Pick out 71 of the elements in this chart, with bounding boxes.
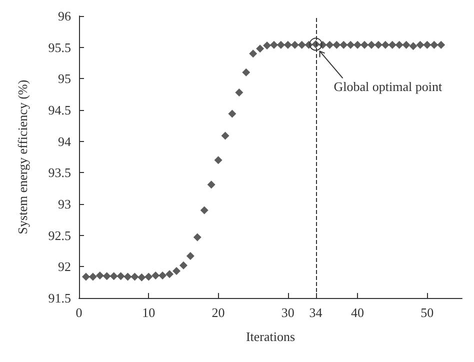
y-tick-label: 92	[58, 259, 71, 274]
y-tick-label: 95	[58, 71, 71, 86]
point	[179, 261, 188, 270]
point	[354, 40, 362, 49]
point	[263, 41, 272, 50]
point	[270, 40, 278, 49]
point	[249, 50, 258, 58]
x-tick-label: 34	[309, 305, 323, 320]
y-tick-label: 92.5	[48, 228, 71, 243]
point	[416, 40, 424, 49]
x-tick-label: 10	[142, 305, 156, 320]
point	[290, 40, 299, 49]
point	[200, 206, 208, 214]
point	[82, 272, 90, 281]
x-tick-label: 20	[212, 305, 225, 320]
point	[235, 88, 244, 96]
x-tick-label: 40	[351, 305, 364, 320]
point	[116, 272, 125, 280]
point	[367, 40, 376, 49]
y-tick-label: 96	[58, 8, 72, 24]
point	[96, 271, 104, 280]
point	[346, 40, 355, 49]
x-tick-label: 0	[76, 305, 82, 320]
point	[284, 40, 292, 49]
point	[276, 40, 285, 49]
point	[144, 272, 153, 281]
point	[102, 272, 111, 280]
point	[430, 40, 438, 49]
point	[130, 272, 139, 281]
point	[152, 271, 160, 280]
point	[124, 272, 132, 281]
point	[242, 68, 250, 76]
y-tick-label: 95.5	[48, 40, 71, 55]
y-tick-label: 93	[58, 196, 71, 212]
point	[110, 272, 118, 280]
point	[186, 252, 194, 260]
point	[214, 156, 222, 164]
point	[138, 273, 146, 282]
x-axis-title: Iterations	[246, 329, 296, 344]
point	[332, 40, 341, 49]
point	[221, 132, 230, 140]
y-tick-label: 91.5	[48, 290, 71, 306]
point	[423, 40, 432, 49]
y-axis-title: System energy efficiency (%)	[15, 80, 30, 234]
point	[388, 40, 396, 49]
point	[298, 40, 306, 49]
x-tick-label: 50	[420, 305, 434, 320]
point	[158, 271, 167, 280]
point	[381, 40, 390, 49]
y-tick-label: 93.5	[48, 165, 71, 180]
point	[437, 40, 446, 49]
point	[166, 270, 174, 278]
point	[360, 40, 369, 49]
x-tick-label: 30	[281, 305, 294, 320]
point	[395, 40, 404, 49]
point	[374, 40, 382, 49]
annotation: Global optimal point	[334, 79, 442, 94]
point	[193, 233, 202, 242]
point	[326, 40, 334, 49]
point	[409, 42, 418, 50]
point	[256, 44, 264, 53]
y-tick-label: 94	[58, 134, 72, 149]
point	[304, 40, 313, 49]
point	[318, 40, 327, 49]
point	[228, 110, 236, 118]
y-tick-label: 94.5	[48, 102, 71, 118]
point	[402, 40, 410, 49]
point	[88, 272, 97, 281]
point	[340, 40, 348, 49]
point	[207, 180, 216, 189]
point	[172, 267, 180, 276]
